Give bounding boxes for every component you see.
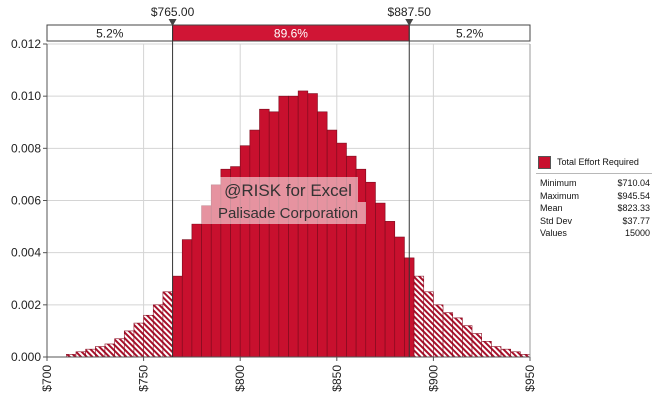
stat-value: $710.04 xyxy=(617,178,650,188)
delimiter-layer: $765.00 $887.50 xyxy=(151,5,431,357)
histogram-bar xyxy=(317,111,328,358)
histogram-bar-right-tail xyxy=(491,346,502,358)
histogram-bar-right-tail xyxy=(462,325,473,358)
x-tick-label: $800 xyxy=(233,365,247,392)
histogram-bar xyxy=(375,202,386,358)
histogram-bar xyxy=(336,142,347,358)
histogram-bar-left-tail xyxy=(143,314,154,358)
x-tick-label: $950 xyxy=(523,365,537,392)
x-tick-label: $700 xyxy=(40,365,54,392)
histogram-bar xyxy=(307,93,318,358)
axis-layer: 0.000 0.002 0.004 0.006 0.008 0.010 0.012 $700 $… xyxy=(11,37,537,392)
bars-layer xyxy=(66,90,531,358)
histogram-bar-right-tail xyxy=(423,291,434,358)
histogram-bar xyxy=(201,205,212,358)
delimiter-marker-icon xyxy=(405,19,414,26)
histogram-bar xyxy=(326,129,338,358)
band-left-percent: 5.2% xyxy=(96,27,124,41)
histogram-bar xyxy=(278,95,289,358)
histogram-bar-right-tail xyxy=(452,317,463,358)
watermark: @RISK for Excel Palisade Corporation xyxy=(188,177,366,224)
histogram-bar-right-tail xyxy=(500,348,511,358)
histogram-bar-left-tail xyxy=(123,330,135,358)
legend-swatch xyxy=(538,155,551,169)
watermark-bg-bottom xyxy=(188,202,366,224)
stat-label: Minimum xyxy=(540,178,577,188)
histogram-bar xyxy=(181,239,193,358)
histogram-bar-left-tail xyxy=(133,322,144,358)
watermark-line2: Palisade Corporation xyxy=(218,205,358,222)
histogram-bar-right-tail xyxy=(442,312,454,358)
delimiter-label: $765.00 xyxy=(151,5,195,19)
stat-label: Std Dev xyxy=(540,215,573,226)
stat-row-minimum: Minimum $710.04 xyxy=(536,177,652,190)
stat-row-maximum: Maximum $945.54 xyxy=(536,190,652,203)
stat-value: $945.54 xyxy=(617,190,650,201)
legend-divider xyxy=(536,173,652,174)
x-tick-label: $900 xyxy=(426,365,440,392)
delimiter-label: $887.50 xyxy=(388,5,432,19)
band-middle-percent: 89.6% xyxy=(274,27,308,41)
x-tick-label: $850 xyxy=(330,365,344,392)
delimiter-marker-icon xyxy=(168,19,177,26)
histogram-bar-right-tail xyxy=(413,275,425,358)
stat-row-mean: Mean $823.33 xyxy=(536,202,652,215)
histogram-bar-left-tail xyxy=(75,351,86,358)
histogram-bar-left-tail xyxy=(114,338,125,358)
legend-entry: Total Effort Required xyxy=(536,154,652,170)
histogram-bar xyxy=(249,129,260,358)
histogram-bar xyxy=(288,95,299,358)
histogram-bar-right-tail xyxy=(481,341,492,358)
stat-label: Mean xyxy=(540,203,563,213)
legend-series-name: Total Effort Required xyxy=(557,157,639,167)
histogram-bar-left-tail xyxy=(152,304,164,358)
stat-row-values: Values 15000 xyxy=(536,227,652,240)
histogram-bar xyxy=(365,181,376,358)
y-tick-label: 0.010 xyxy=(11,89,41,103)
y-tick-label: 0.004 xyxy=(11,246,41,260)
watermark-bg-top xyxy=(200,177,358,202)
stat-value: $823.33 xyxy=(617,203,650,213)
histogram-bar-left-tail xyxy=(162,291,173,358)
y-tick-label: 0.008 xyxy=(11,141,41,155)
stats-legend: Total Effort Required Minimum $710.04 Ma… xyxy=(536,154,652,240)
watermark-line1: @RISK for Excel xyxy=(224,181,352,200)
stat-label: Values xyxy=(540,228,567,238)
histogram-bar xyxy=(259,108,270,358)
histogram-bar-right-tail xyxy=(510,351,521,358)
y-tick-label: 0.012 xyxy=(11,37,41,51)
stat-value: $37.77 xyxy=(622,215,650,226)
stat-row-std-dev: Std Dev $37.77 xyxy=(536,215,652,228)
histogram-bar xyxy=(384,221,396,358)
histogram-bar-left-tail xyxy=(95,346,106,358)
histogram-bar xyxy=(172,275,183,358)
histogram-bar-left-tail xyxy=(85,348,96,358)
y-tick-label: 0.002 xyxy=(11,298,41,312)
x-tick-label: $750 xyxy=(137,365,151,392)
histogram-bar xyxy=(191,223,202,358)
y-tick-label: 0.006 xyxy=(11,194,41,208)
histogram-bar-right-tail xyxy=(471,333,483,358)
histogram-bar-right-tail xyxy=(433,304,444,358)
band-right-percent: 5.2% xyxy=(456,27,484,41)
probability-band: 5.2% 89.6% 5.2% xyxy=(46,24,531,42)
y-tick-label: 0.000 xyxy=(11,350,41,364)
stat-value: 15000 xyxy=(624,228,650,238)
histogram-bar xyxy=(268,111,280,358)
histogram-bar xyxy=(394,236,405,358)
histogram-bar-left-tail xyxy=(104,343,115,358)
stat-label: Maximum xyxy=(540,190,580,201)
